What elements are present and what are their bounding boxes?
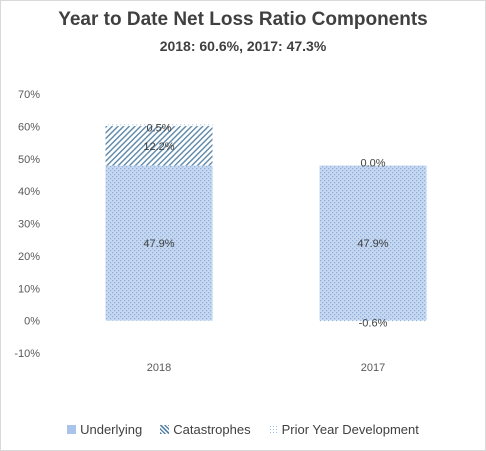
data-label-catastrophes-2017: 0.0% [360,158,385,170]
legend-label-catastrophes: Catastrophes [173,422,251,437]
y-tick-label: 10% [18,283,40,295]
legend: Underlying Catastrophes Prior Year Devel… [0,422,486,437]
bar-underlying-2018 [105,165,213,321]
y-tick-label: 40% [18,186,40,198]
legend-swatch-prior-year-development [268,425,278,434]
bar-underlying-2017 [319,165,427,321]
x-tick-label: 2018 [147,362,171,374]
x-axis: 2018 2017 [147,362,385,374]
y-tick-label: 50% [18,154,40,166]
data-label-underlying-2018: 47.9% [143,238,174,250]
legend-item-catastrophes: Catastrophes [160,422,251,437]
bars-group [105,124,427,323]
data-label-underlying-2017: 47.9% [357,238,388,250]
legend-item-underlying: Underlying [67,422,142,437]
legend-item-prior-year-development: Prior Year Development [268,422,419,437]
y-tick-label: 70% [18,89,40,101]
chart-title: Year to Date Net Loss Ratio Components [58,9,428,30]
chart-subtitle: 2018: 60.6%, 2017: 47.3% [159,38,327,54]
data-label-prior-year-development-2017: -0.6% [359,318,388,330]
y-tick-label: 0% [24,316,40,328]
data-label-catastrophes-2018: 12.2% [143,141,174,153]
y-tick-label: -10% [14,348,40,360]
y-axis: -10% 0% 10% 20% 30% 40% 50% 60% 70% [14,89,40,360]
bar-prior-year-development-2017 [319,320,427,323]
data-label-prior-year-development-2018: 0.5% [146,122,171,134]
legend-label-prior-year-development: Prior Year Development [281,422,419,437]
y-tick-label: 20% [18,251,40,263]
legend-swatch-catastrophes [160,425,170,434]
data-labels-group: 47.9% 12.2% 0.5% 47.9% -0.6% 0.0% [143,122,388,329]
legend-swatch-underlying [67,425,77,434]
bar-catastrophes-2018 [105,126,213,166]
y-tick-label: 60% [18,121,40,133]
legend-label-underlying: Underlying [80,422,143,437]
y-tick-label: 30% [18,219,40,231]
bar-prior-year-development-2018 [105,124,213,127]
x-tick-label: 2017 [361,362,385,374]
